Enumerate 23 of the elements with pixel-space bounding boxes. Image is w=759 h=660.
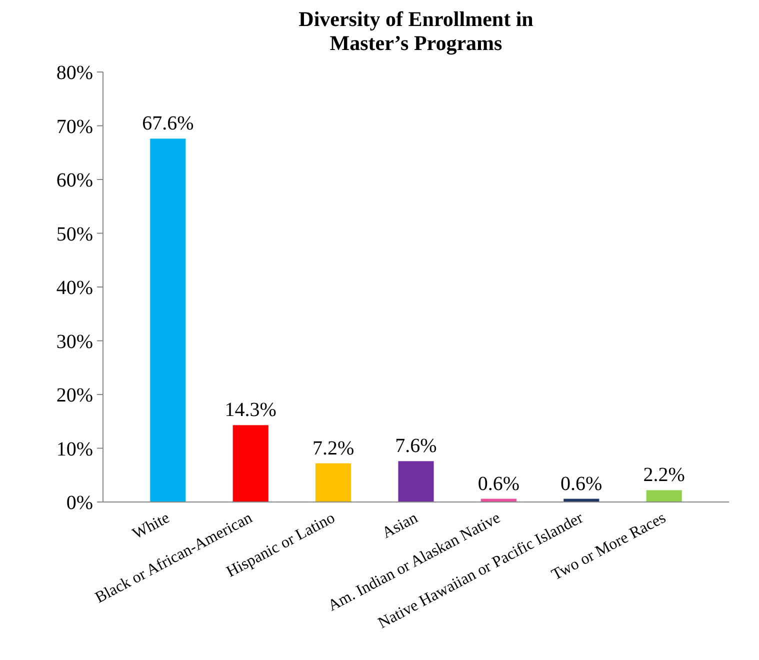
data-label: 0.6%: [478, 472, 520, 495]
data-label: 2.2%: [643, 464, 685, 486]
y-tick-label: 30%: [56, 330, 93, 353]
bar: [398, 461, 434, 502]
bar: [316, 463, 352, 502]
y-tick-label: 0%: [66, 492, 93, 514]
data-label: 7.2%: [312, 437, 354, 460]
data-label: 0.6%: [560, 472, 602, 495]
x-tick-label: Asian: [380, 509, 421, 542]
y-tick-label: 80%: [56, 62, 93, 84]
data-label: 14.3%: [224, 399, 276, 422]
y-tick-label: 70%: [56, 116, 93, 138]
data-label: 67.6%: [142, 112, 194, 135]
y-tick-label: 50%: [56, 223, 93, 246]
chart-title: Diversity of Enrollment in Master’s Programs: [298, 7, 534, 55]
y-tick-label: 60%: [56, 170, 93, 192]
bar: [646, 490, 682, 502]
data-label: 7.6%: [395, 435, 437, 458]
y-tick-label: 40%: [56, 277, 93, 299]
y-tick-label: 20%: [56, 384, 93, 406]
y-tick-label: 10%: [56, 438, 93, 460]
bar: [232, 425, 268, 502]
bar: [150, 138, 186, 502]
